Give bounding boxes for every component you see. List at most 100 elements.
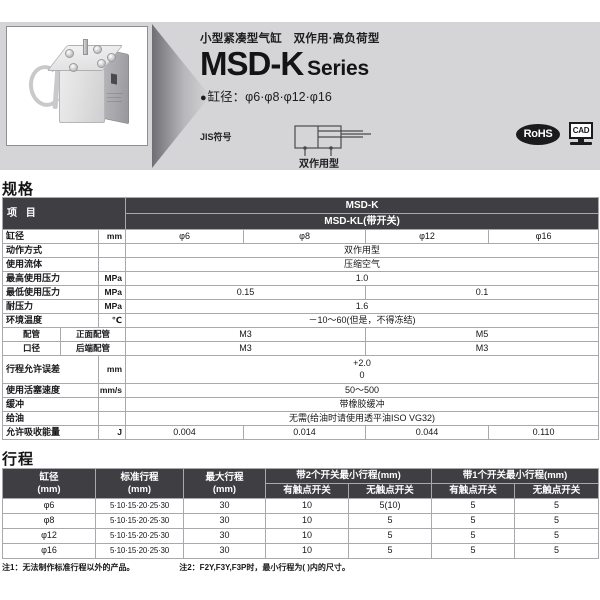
stroke-cell-one-noncontact: 5 [514, 528, 600, 544]
stroke-cell-one-noncontact: 5 [514, 543, 600, 559]
cell-value-high: M3 [365, 341, 600, 356]
row-label-pipe-1: 配管 [2, 327, 61, 342]
bullet-icon: ● [200, 91, 207, 104]
row-label: 环境温度 [2, 313, 99, 328]
cell-energy-4: 0.110 [488, 425, 600, 440]
footnote-1: 注1：无法制作标准行程以外的产品。 [2, 563, 135, 572]
row-label: 行程允许误差 [2, 355, 99, 384]
stroke-header-standard-l1: 标准行程 [120, 471, 159, 483]
table-row: φ6 5·10·15·20·25·30 30 10 5(10) 5 5 [2, 498, 600, 514]
bolt-icon [97, 59, 106, 68]
bolt-icon [69, 63, 78, 72]
stroke-table: 缸径 (mm) 标准行程 (mm) 最大行程 (mm) 带2个开关最小行程(mm… [2, 468, 600, 559]
row-unit: mm/s [97, 383, 127, 398]
cad-stand [578, 139, 584, 142]
row-unit: mm [97, 355, 127, 384]
bolt-icon [107, 53, 116, 62]
spec-section-heading: 规格 [2, 181, 35, 198]
row-label: 耐压力 [2, 299, 99, 314]
stroke-header-two-contact: 有触点开关 [265, 483, 349, 499]
cell-value: 无需(给油时请使用透平油ISO VG32) [125, 411, 600, 426]
row-label: 最高使用压力 [2, 271, 99, 286]
stroke-header-max: 最大行程 (mm) [183, 468, 266, 499]
stroke-cell-bore: φ12 [2, 528, 96, 544]
footnote-2: 注2：F2Y,F3Y,F3P时，最小行程为( )内的尺寸。 [179, 563, 350, 572]
row-unit [97, 411, 127, 426]
row-unit: MPa [97, 271, 127, 286]
row-label: 缸径 [2, 229, 99, 244]
cell-bore-1: φ6 [125, 229, 245, 244]
row-label: 使用流体 [2, 257, 99, 272]
stroke-header-one-contact: 有触点开关 [431, 483, 516, 499]
row-label-pipe-2: 口径 [2, 341, 61, 356]
table-row: 动作方式 双作用型 [2, 243, 600, 258]
stroke-header-one-noncontact: 无触点开关 [514, 483, 600, 499]
cell-energy-2: 0.014 [243, 425, 367, 440]
stroke-cell-max: 30 [183, 543, 266, 559]
stroke-header-two-noncontact: 无触点开关 [347, 483, 433, 499]
table-row: 缸径 mm φ6 φ8 φ12 φ16 [2, 229, 600, 244]
cell-value: 50～500 [125, 383, 600, 398]
row-label: 给油 [2, 411, 99, 426]
table-row: 行程允许误差 mm +2.0 0 [2, 355, 600, 384]
product-photo-canvas [7, 27, 147, 145]
row-unit [97, 397, 127, 412]
stroke-section-heading: 行程 [2, 451, 35, 468]
body-label-line [107, 97, 121, 98]
cad-base [570, 142, 592, 145]
table-row: φ8 5·10·15·20·25·30 30 10 5 5 5 [2, 513, 600, 529]
cell-value-high: M5 [365, 327, 600, 342]
stroke-cell-standard: 5·10·15·20·25·30 [95, 498, 184, 514]
stroke-cell-two-contact: 10 [265, 513, 349, 529]
stroke-cell-one-noncontact: 5 [514, 498, 600, 514]
piston-rod [83, 39, 88, 55]
table-row: 允许吸收能量 J 0.004 0.014 0.044 0.110 [2, 425, 600, 440]
cell-value: 1.6 [125, 299, 600, 314]
row-unit: MPa [97, 285, 127, 300]
bore-values: φ6·φ8·φ12·φ16 [245, 89, 332, 104]
stroke-cell-bore: φ6 [2, 498, 96, 514]
cell-value: －10～60(但是，不得冻结) [125, 313, 600, 328]
cell-value-high: 0.1 [365, 285, 600, 300]
product-subtitle: 小型紧凑型气缸 双作用·高负荷型 [200, 33, 380, 45]
row-sublabel: 后端配管 [59, 341, 127, 356]
cell-bore-3: φ12 [365, 229, 490, 244]
table-row: 最高使用压力 MPa 1.0 [2, 271, 600, 286]
stroke-cell-two-contact: 10 [265, 543, 349, 559]
row-label: 缓冲 [2, 397, 99, 412]
product-photo [6, 26, 148, 146]
jis-symbol-diagram: 双作用型 [285, 120, 381, 170]
row-label: 允许吸收能量 [2, 425, 99, 440]
tolerance-lower: 0 [359, 369, 365, 380]
cell-energy-3: 0.044 [365, 425, 490, 440]
stroke-cell-max: 30 [183, 498, 266, 514]
cell-value-low: M3 [125, 341, 367, 356]
port-marking [111, 73, 117, 85]
table-row: 使用流体 压缩空气 [2, 257, 600, 272]
stroke-cell-bore: φ16 [2, 543, 96, 559]
cell-value: 1.0 [125, 271, 600, 286]
certification-badges: RoHS CAD [516, 122, 594, 146]
cad-badge-icon[interactable]: CAD [568, 122, 594, 146]
table-footnotes: 注1：无法制作标准行程以外的产品。 注2：F2Y,F3Y,F3P时，最小行程为(… [2, 562, 598, 573]
stroke-cell-max: 30 [183, 513, 266, 529]
bolt-icon [65, 49, 74, 58]
table-row: 耐压力 MPa 1.6 [2, 299, 600, 314]
cell-value-low: 0.15 [125, 285, 367, 300]
stroke-cell-standard: 5·10·15·20·25·30 [95, 528, 184, 544]
item-header: 项 目 [1, 197, 127, 230]
stroke-cell-max: 30 [183, 528, 266, 544]
cell-value: 带橡胶缓冲 [125, 397, 600, 412]
table-row: 最低使用压力 MPa 0.15 0.1 [2, 285, 600, 300]
cell-value: 压缩空气 [125, 257, 600, 272]
table-row: φ12 5·10·15·20·25·30 30 10 5 5 5 [2, 528, 600, 544]
product-title-main: MSD-K [200, 45, 304, 82]
wedge-decoration [150, 22, 212, 170]
stroke-header-bore: 缸径 (mm) [2, 468, 96, 499]
row-sublabel: 正面配管 [59, 327, 127, 342]
rohs-badge-icon: RoHS [516, 123, 560, 145]
cell-bore-2: φ8 [243, 229, 367, 244]
row-unit: J [97, 425, 127, 440]
jis-symbol-caption: 双作用型 [299, 157, 339, 170]
